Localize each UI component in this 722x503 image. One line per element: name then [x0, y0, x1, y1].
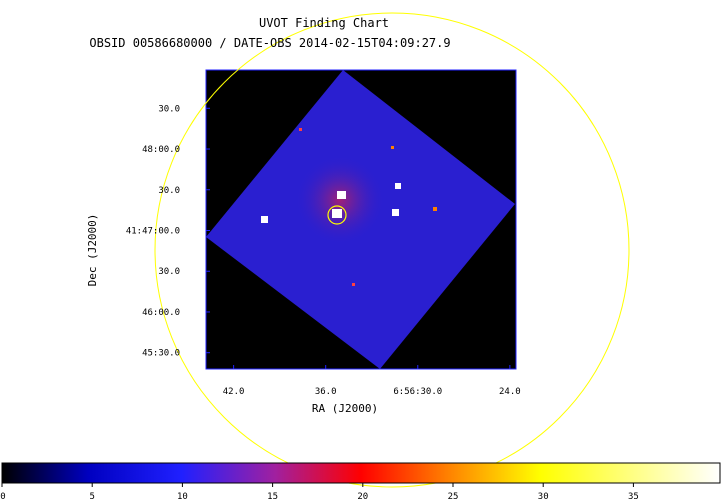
x-tick-label: 24.0: [499, 387, 521, 397]
star: [337, 191, 346, 199]
star: [395, 183, 401, 189]
y-tick-label: 46:00.0: [142, 308, 180, 318]
star: [391, 146, 394, 149]
colorbar: [1, 462, 721, 484]
star: [433, 207, 437, 211]
chart-subtitle: OBSID 00586680000 / DATE-OBS 2014-02-15T…: [89, 36, 450, 50]
x-tick-label: 6:56:30.0: [393, 387, 442, 397]
star: [332, 209, 342, 218]
star: [261, 216, 268, 223]
colorbar-tick-label: 20: [357, 492, 368, 502]
star: [352, 283, 355, 286]
y-axis-label: Dec (J2000): [86, 214, 99, 287]
colorbar-tick-label: 30: [538, 492, 549, 502]
diffuse-glow: [295, 155, 385, 245]
x-tick-label: 42.0: [223, 387, 245, 397]
x-axis-label: RA (J2000): [312, 402, 378, 415]
colorbar-tick-label: 35: [628, 492, 639, 502]
star: [392, 209, 399, 216]
colorbar-tick-label: 5: [89, 492, 94, 502]
colorbar-tick-label: 0: [0, 492, 5, 502]
target-circle: [327, 205, 347, 225]
y-tick-label: 41:47:00.0: [126, 226, 180, 236]
y-tick-label: 30.0: [158, 186, 180, 196]
y-tick-label: 48:00.0: [142, 145, 180, 155]
stars: [261, 128, 437, 286]
x-tick-label: 36.0: [315, 387, 337, 397]
fov-circle: [154, 12, 630, 488]
y-tick-label: 30.0: [158, 267, 180, 277]
y-tick-label: 45:30.0: [142, 349, 180, 359]
star: [299, 128, 302, 131]
y-tick-label: 30.0: [158, 104, 180, 114]
colorbar-tick-label: 10: [177, 492, 188, 502]
colorbar-tick-label: 25: [448, 492, 459, 502]
colorbar-tick-label: 15: [267, 492, 278, 502]
chart-title: UVOT Finding Chart: [259, 16, 389, 30]
